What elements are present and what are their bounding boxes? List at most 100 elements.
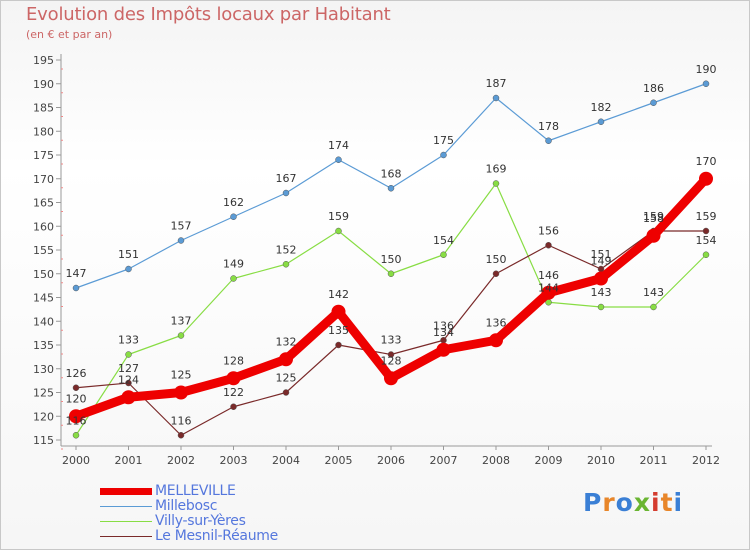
data-label: 135: [328, 324, 349, 337]
data-label: 154: [696, 234, 717, 247]
legend-label-villy: Villy-sur-Yères: [155, 513, 246, 529]
data-label: 168: [381, 167, 402, 180]
x-tick-label: 2009: [535, 454, 563, 467]
data-label: 150: [381, 253, 402, 266]
data-label: 159: [696, 210, 717, 223]
data-point: [125, 351, 132, 358]
data-point: [702, 80, 710, 87]
data-point: [121, 390, 136, 405]
data-label: 152: [276, 243, 297, 256]
logo-letter: o: [615, 488, 634, 517]
legend-label-millebosc: Millebosc: [155, 498, 218, 514]
data-point: [331, 304, 346, 319]
x-tick-label: 2003: [220, 454, 248, 467]
data-point: [335, 227, 342, 235]
data-point: [387, 185, 395, 192]
data-point: [72, 384, 80, 391]
data-label: 175: [433, 134, 454, 147]
data-point: [177, 332, 185, 339]
data-label: 156: [538, 224, 559, 237]
data-label: 150: [486, 253, 507, 266]
data-label: 159: [643, 210, 664, 223]
x-tick-label: 2000: [62, 454, 90, 467]
data-label: 116: [171, 414, 192, 427]
x-tick-label: 2001: [115, 454, 143, 467]
data-label: 178: [538, 120, 559, 133]
y-tick-label: 160: [33, 220, 54, 233]
data-label: 182: [591, 101, 612, 114]
data-label: 157: [171, 220, 192, 233]
legend-swatch-melleville: [100, 488, 152, 495]
data-point: [436, 342, 451, 357]
data-point: [492, 270, 500, 277]
data-point: [702, 227, 710, 235]
data-point: [489, 333, 503, 348]
data-label: 151: [591, 248, 612, 261]
data-label: 174: [328, 139, 349, 152]
data-point: [387, 351, 395, 358]
data-label: 167: [276, 172, 297, 185]
data-label: 162: [223, 196, 244, 209]
data-label: 126: [66, 367, 87, 380]
data-point: [335, 156, 342, 163]
x-tick-label: 2002: [167, 454, 195, 467]
y-tick-label: 175: [33, 149, 54, 162]
data-point: [174, 385, 188, 400]
data-point: [230, 403, 237, 410]
logo-letter: i: [673, 488, 684, 517]
data-label: 143: [643, 286, 664, 299]
y-tick-label: 120: [33, 410, 54, 423]
data-point: [440, 151, 447, 159]
data-label: 146: [538, 269, 559, 282]
logo-letter: P: [583, 488, 603, 517]
y-tick-label: 165: [33, 197, 54, 210]
data-point: [646, 228, 661, 243]
data-label: 158: [643, 212, 664, 225]
data-label: 186: [643, 82, 664, 95]
y-tick-label: 130: [33, 363, 54, 376]
data-point: [387, 270, 395, 277]
data-label: 133: [381, 334, 402, 347]
data-label: 151: [118, 248, 139, 261]
logo-letter: t: [660, 488, 674, 517]
data-label: 154: [433, 234, 454, 247]
data-label: 128: [381, 354, 402, 367]
y-tick-label: 115: [33, 434, 54, 447]
y-tick-label: 155: [33, 244, 54, 257]
data-label: 134: [433, 326, 454, 339]
data-label: 137: [171, 315, 192, 328]
data-point: [72, 432, 80, 439]
data-point: [125, 265, 132, 273]
legend-swatch-millebosc: [100, 506, 152, 507]
chart-subtitle: (en € et par an): [26, 28, 113, 41]
data-label: 125: [276, 372, 297, 385]
data-point: [384, 371, 398, 386]
x-tick-label: 2008: [482, 454, 510, 467]
logo-letter: i: [651, 488, 661, 517]
data-point: [545, 242, 552, 249]
y-tick-label: 170: [33, 173, 54, 186]
legend-label-melleville: MELLEVILLE: [155, 483, 236, 499]
data-point: [72, 284, 80, 292]
data-label: 143: [591, 286, 612, 299]
data-point: [545, 137, 552, 144]
data-point: [230, 213, 237, 220]
legend-label-mesnil: Le Mesnil-Réaume: [155, 528, 278, 544]
logo-letter: x: [633, 488, 651, 517]
x-tick-label: 2005: [325, 454, 353, 467]
data-point: [650, 99, 657, 106]
y-tick-label: 135: [33, 339, 54, 352]
y-tick-label: 185: [33, 102, 54, 115]
data-point: [650, 303, 657, 311]
data-point: [125, 379, 132, 387]
logo-letter: r: [602, 488, 616, 517]
x-tick-label: 2011: [640, 454, 668, 467]
data-label: 144: [538, 281, 559, 294]
data-point: [597, 118, 605, 125]
y-tick-label: 190: [33, 78, 54, 91]
data-label: 136: [486, 316, 507, 329]
data-point: [177, 432, 185, 439]
data-label: 187: [486, 77, 507, 90]
data-point: [597, 303, 605, 311]
